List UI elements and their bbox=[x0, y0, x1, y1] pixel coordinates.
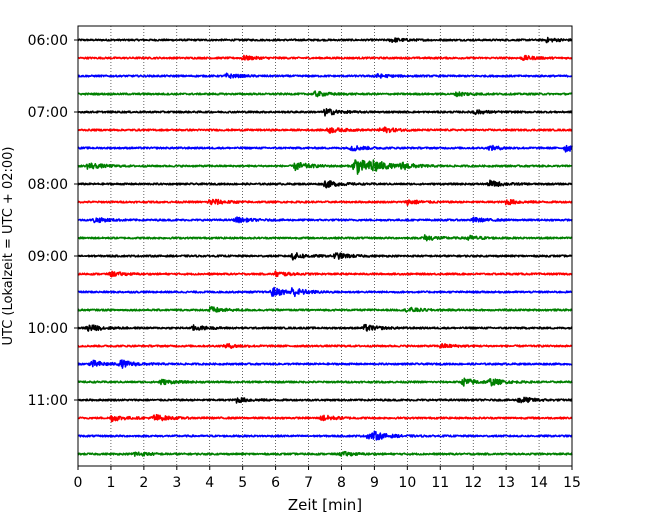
x-tick-label: 4 bbox=[205, 475, 214, 491]
x-axis-ticks: 0 1 2 3 4 5 6 7 8 9 10 11 12 13 14 15 bbox=[74, 466, 581, 491]
x-tick-label: 3 bbox=[172, 475, 181, 491]
trace-row bbox=[77, 413, 573, 423]
x-tick-label: 11 bbox=[431, 475, 449, 491]
x-tick-label: 15 bbox=[563, 475, 581, 491]
seismic-traces bbox=[77, 36, 573, 457]
x-tick-label: 5 bbox=[238, 475, 247, 491]
trace-row bbox=[77, 359, 573, 369]
plot-background bbox=[78, 26, 572, 466]
y-tick-label: 10:00 bbox=[28, 321, 68, 337]
x-tick-label: 8 bbox=[337, 475, 346, 491]
x-axis-label: Zeit [min] bbox=[288, 496, 362, 514]
trace-row bbox=[77, 377, 573, 387]
x-tick-label: 12 bbox=[464, 475, 482, 491]
x-tick-label: 7 bbox=[304, 475, 313, 491]
trace-row bbox=[77, 342, 573, 349]
trace-row bbox=[77, 179, 573, 189]
y-axis-label: UTC (Lokalzeit = UTC + 02:00) bbox=[1, 147, 16, 346]
trace-row bbox=[77, 159, 573, 175]
trace-row bbox=[77, 216, 573, 224]
trace-row bbox=[77, 396, 573, 404]
trace-row bbox=[77, 270, 573, 278]
trace-row bbox=[77, 36, 573, 44]
x-tick-label: 13 bbox=[497, 475, 515, 491]
y-tick-label: 08:00 bbox=[28, 177, 68, 193]
y-tick-label: 07:00 bbox=[28, 105, 68, 121]
y-tick-label: 11:00 bbox=[28, 393, 68, 409]
x-tick-label: 14 bbox=[530, 475, 548, 491]
x-tick-label: 10 bbox=[398, 475, 416, 491]
x-tick-label: 0 bbox=[74, 475, 83, 491]
trace-row bbox=[77, 450, 573, 457]
trace-row bbox=[77, 305, 573, 313]
trace-row bbox=[77, 234, 573, 242]
x-tick-label: 2 bbox=[139, 475, 148, 491]
trace-row bbox=[77, 108, 573, 117]
x-tick-label: 6 bbox=[271, 475, 280, 491]
trace-row bbox=[77, 126, 573, 134]
x-tick-label: 1 bbox=[106, 475, 115, 491]
trace-row bbox=[77, 198, 573, 207]
trace-row bbox=[77, 252, 573, 261]
trace-row bbox=[77, 286, 573, 298]
trace-row bbox=[77, 72, 573, 79]
trace-row bbox=[77, 144, 573, 153]
y-tick-label: 09:00 bbox=[28, 249, 68, 265]
y-tick-label: 06:00 bbox=[28, 33, 68, 49]
trace-row bbox=[77, 90, 573, 98]
trace-row bbox=[77, 54, 573, 62]
y-axis-ticks: 06:00 07:00 08:00 09:00 10:00 11:00 bbox=[28, 33, 78, 409]
x-tick-label: 9 bbox=[370, 475, 379, 491]
trace-row bbox=[77, 430, 573, 441]
trace-row bbox=[77, 323, 573, 332]
grid-lines bbox=[110, 26, 540, 466]
plot-frame bbox=[77, 25, 573, 467]
